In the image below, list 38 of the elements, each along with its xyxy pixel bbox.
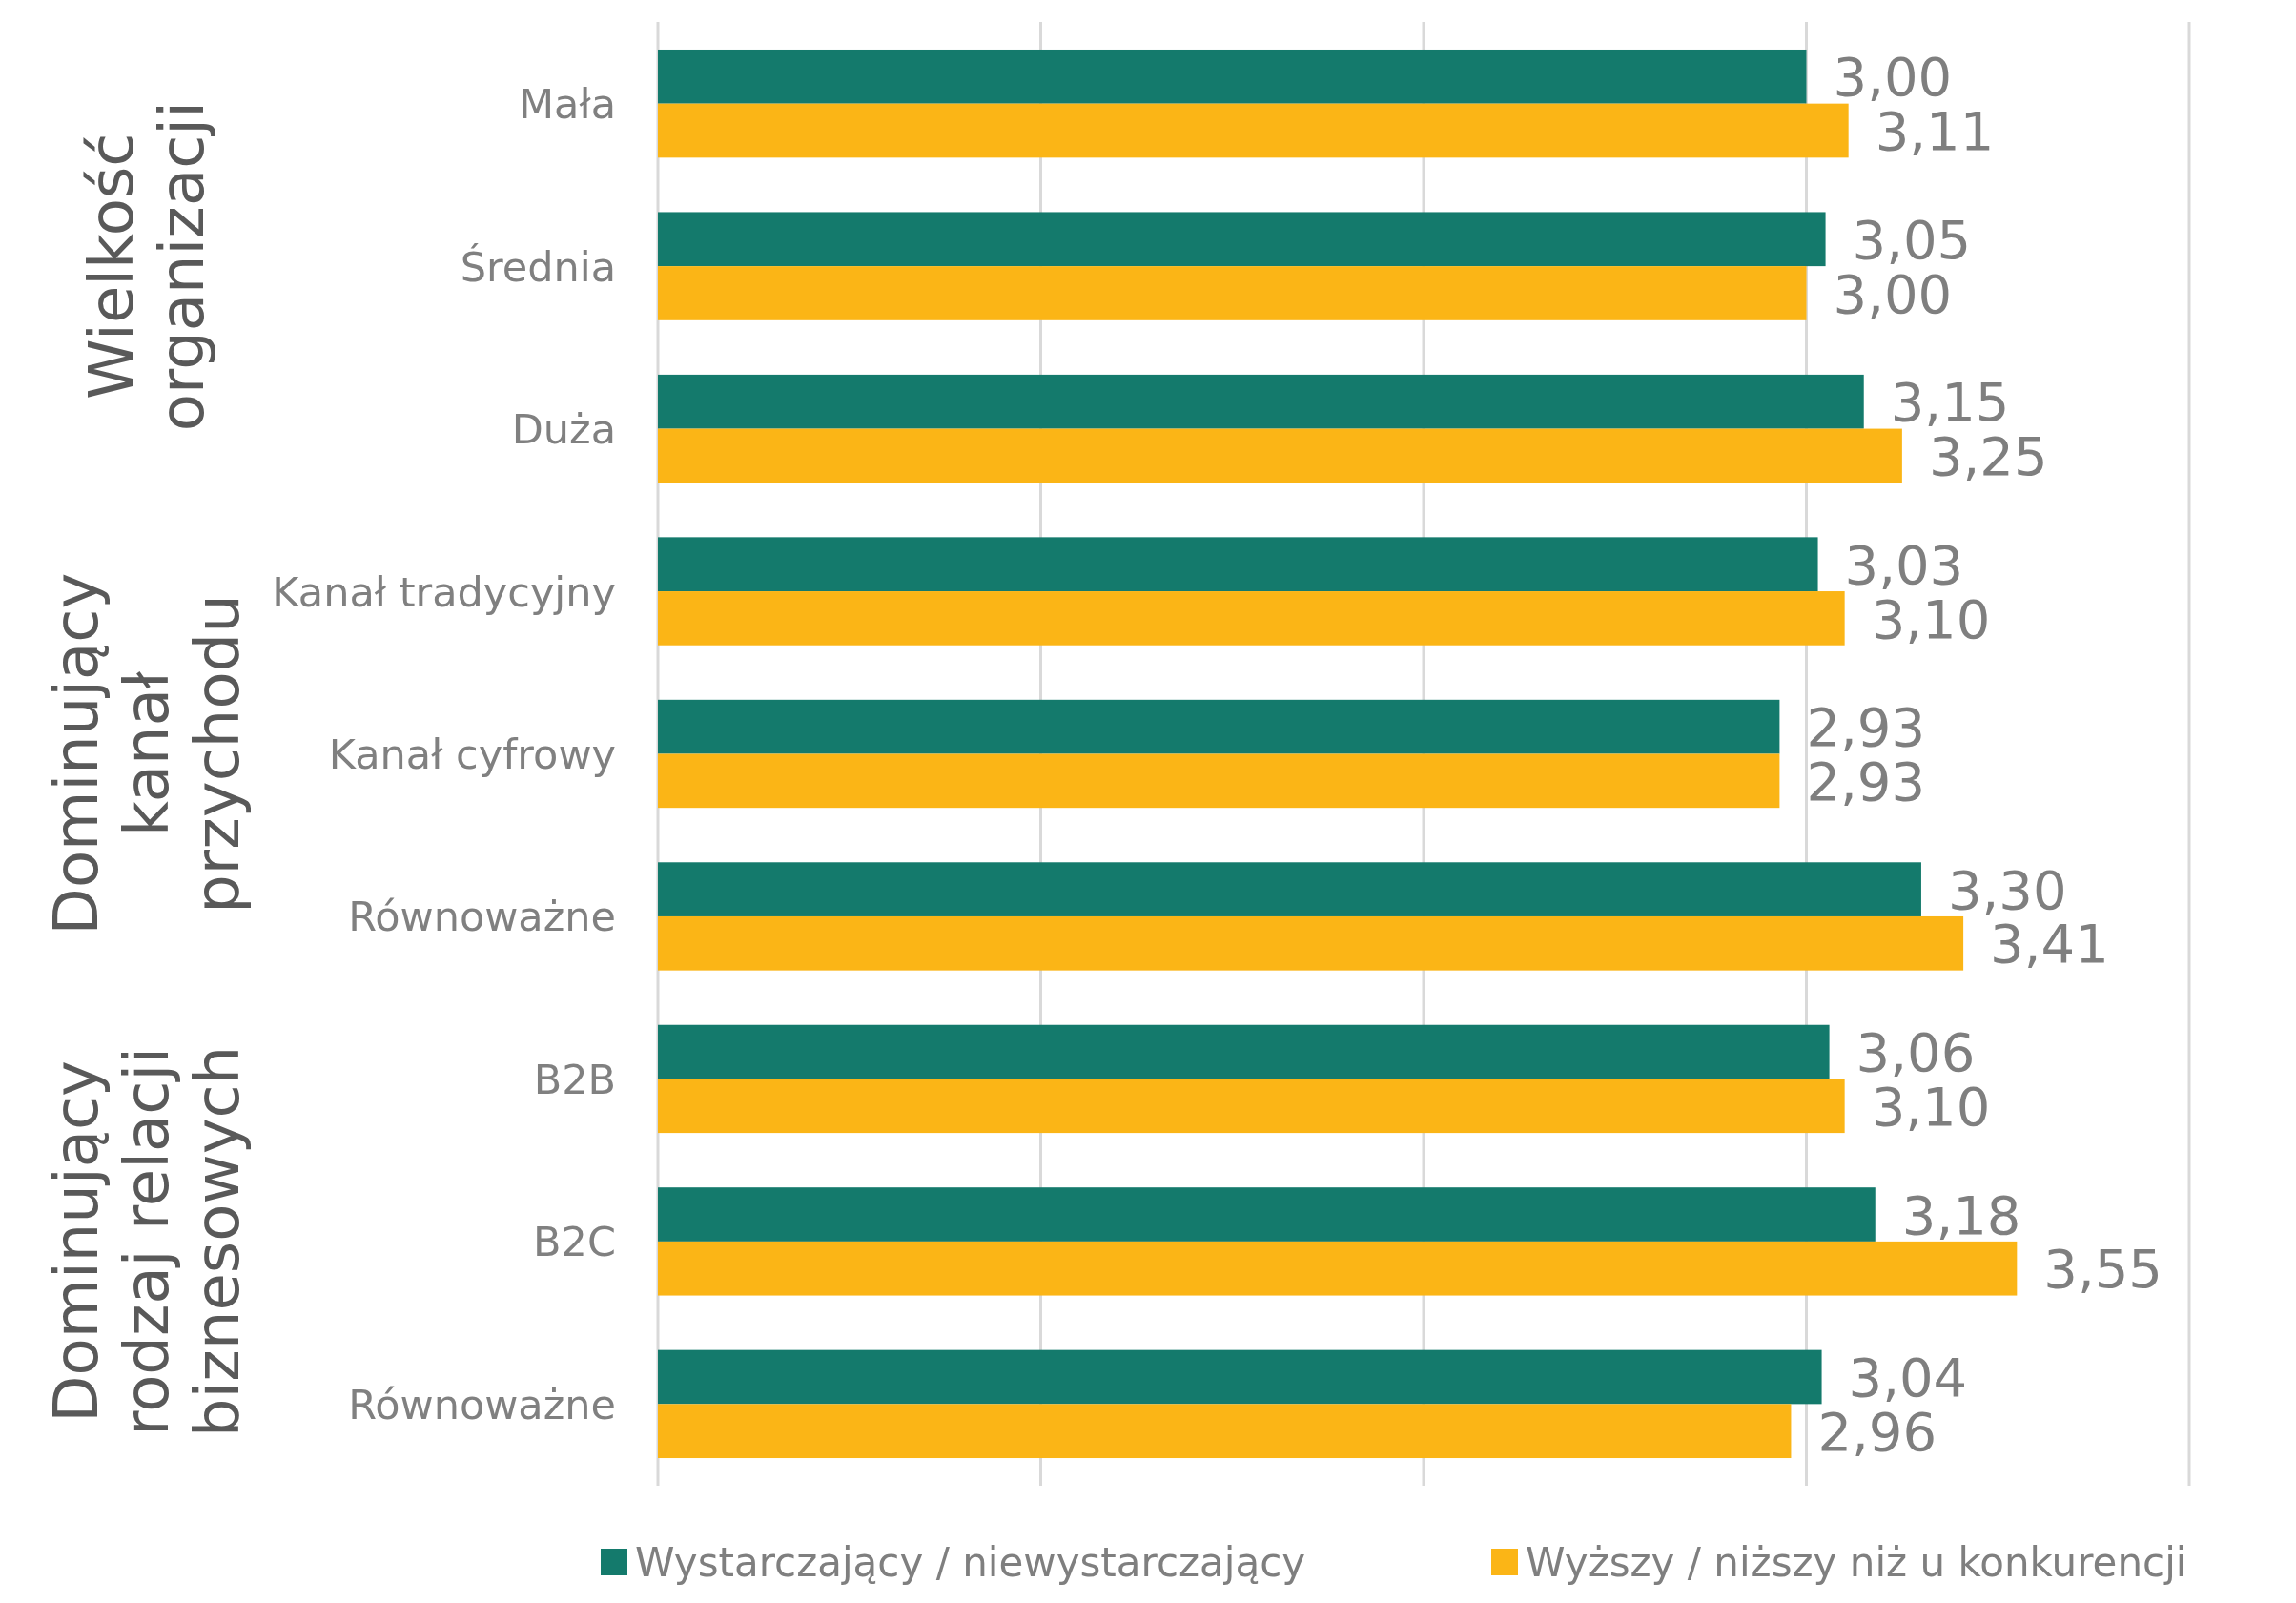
y-tick-label: Mała [518, 80, 616, 129]
bar [658, 699, 1780, 754]
bar [658, 103, 1849, 158]
y-tick-label: Równoważne [348, 893, 616, 941]
y-tick-label: Równoważne [348, 1380, 616, 1428]
bar [658, 862, 1921, 916]
text: Wielkość organizacji [76, 101, 218, 432]
bar [658, 212, 1826, 267]
bar [658, 915, 1964, 971]
text: Dominujący rodzaj relacji biznesowych [41, 1045, 254, 1438]
bar [658, 428, 1902, 483]
bar [658, 1187, 1876, 1242]
bar [658, 753, 1780, 809]
text: Dominujący kanał przychodu [41, 572, 254, 935]
y-tick-label: B2C [533, 1218, 616, 1266]
bar [658, 1024, 1830, 1079]
data-label: 3,55 [2043, 1238, 2163, 1301]
data-label: 3,04 [1848, 1346, 1968, 1409]
data-label: 3,18 [1901, 1183, 2021, 1246]
data-label: 3,03 [1844, 533, 1964, 596]
bar [658, 1241, 2018, 1296]
bar [658, 1404, 1792, 1459]
y-tick-label: Średnia [460, 242, 616, 291]
y-tick-label: Kanał cyfrowy [328, 730, 616, 778]
y-tick-label: Duża [511, 405, 616, 454]
y-tick-label: B2B [533, 1055, 616, 1103]
legend-label: Wyższy / niższy niż u konkurencji [1526, 1539, 2187, 1587]
bar [658, 1349, 1822, 1405]
bar [658, 591, 1845, 646]
data-label: 3,05 [1852, 208, 1972, 271]
legend-label: Wystarczający / niewystarczający [635, 1539, 1306, 1587]
bar [658, 266, 1807, 320]
y-tick-label: Kanał tradycyjny [272, 567, 616, 616]
data-label: 3,06 [1855, 1021, 1976, 1084]
bar [658, 374, 1864, 429]
bar [658, 537, 1818, 592]
bar [658, 49, 1807, 104]
bar [658, 1079, 1845, 1134]
